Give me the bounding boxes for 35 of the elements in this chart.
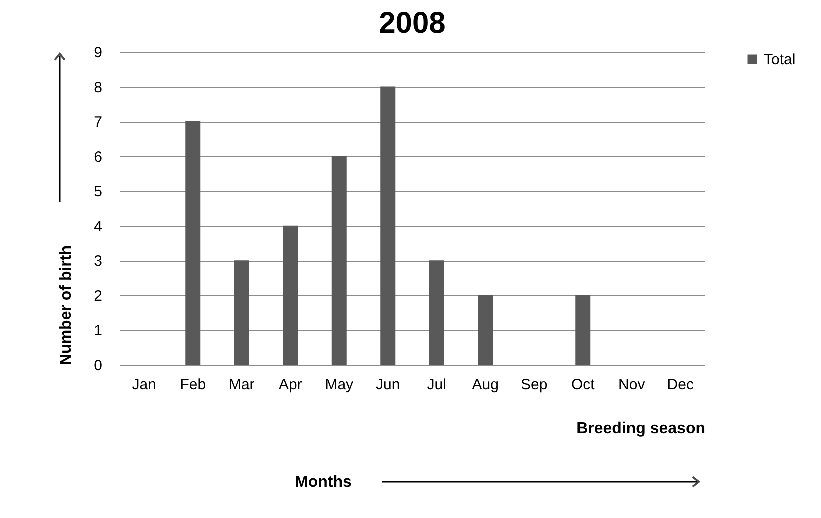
x-tick-label: Jul	[427, 376, 446, 394]
bar	[186, 122, 201, 365]
x-tick-label: Mar	[228, 376, 255, 394]
y-tick-label: 9	[94, 44, 102, 62]
x-tick-label: Dec	[667, 376, 694, 394]
x-tick-label: Sep	[521, 376, 548, 394]
x-tick-label: Nov	[618, 376, 646, 394]
x-tick-label: Apr	[278, 376, 302, 394]
chart-title: 2008	[379, 7, 446, 40]
x-tick-label: Jun	[376, 376, 400, 394]
y-tick-label: 8	[94, 79, 102, 96]
legend-label: Total	[764, 52, 796, 68]
x-axis-title: Breeding season	[576, 420, 706, 438]
bar	[478, 295, 494, 365]
y-tick-label: 4	[94, 218, 102, 236]
y-tick-label: 0	[94, 358, 102, 374]
bar	[380, 86, 396, 365]
y-tick-label: 3	[94, 253, 102, 270]
x-tick-label: Oct	[571, 376, 596, 394]
y-tick-label: 7	[94, 114, 102, 132]
bar	[332, 156, 347, 365]
x-tick-label: May	[325, 376, 354, 394]
bar	[234, 260, 250, 365]
y-axis-title: Number of birth	[58, 246, 76, 366]
bar	[283, 226, 298, 365]
bar	[576, 295, 591, 365]
x-tick-label: Feb	[180, 376, 206, 394]
x-tick-label: Aug	[472, 376, 499, 394]
y-tick-label: 1	[94, 322, 102, 340]
bar	[429, 260, 444, 365]
y-tick-label: 2	[94, 288, 102, 305]
x-tick-label: Jan	[132, 376, 156, 394]
text: Months	[295, 474, 352, 491]
y-tick-label: 5	[94, 184, 102, 201]
y-tick-label: 6	[94, 148, 102, 166]
